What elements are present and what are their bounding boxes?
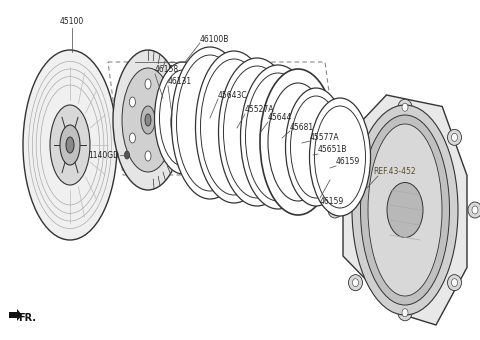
Ellipse shape (368, 124, 442, 296)
Ellipse shape (352, 279, 359, 287)
Text: 1140GD: 1140GD (88, 151, 119, 159)
Ellipse shape (398, 99, 412, 115)
Ellipse shape (145, 114, 151, 126)
Polygon shape (343, 95, 467, 325)
Ellipse shape (452, 133, 457, 141)
Text: 45644: 45644 (268, 114, 292, 122)
Text: 45651B: 45651B (318, 146, 348, 154)
Ellipse shape (452, 279, 457, 287)
Ellipse shape (314, 106, 365, 208)
Text: 45100: 45100 (60, 17, 84, 27)
Ellipse shape (310, 98, 371, 216)
Ellipse shape (124, 151, 130, 159)
Ellipse shape (145, 79, 151, 89)
Text: 45577A: 45577A (310, 133, 340, 141)
Ellipse shape (402, 309, 408, 317)
Ellipse shape (113, 50, 183, 190)
Ellipse shape (161, 97, 167, 107)
Ellipse shape (268, 83, 328, 201)
Ellipse shape (171, 89, 205, 155)
Ellipse shape (195, 51, 273, 203)
Ellipse shape (341, 155, 348, 163)
Ellipse shape (263, 74, 333, 210)
Ellipse shape (130, 133, 135, 143)
Ellipse shape (352, 105, 458, 315)
Text: 46158: 46158 (155, 66, 179, 74)
Text: 45681: 45681 (290, 122, 314, 132)
Ellipse shape (360, 115, 449, 305)
Ellipse shape (337, 151, 351, 167)
Ellipse shape (447, 129, 461, 145)
Ellipse shape (50, 105, 90, 185)
Ellipse shape (318, 127, 342, 175)
Ellipse shape (171, 47, 249, 199)
Ellipse shape (402, 103, 408, 111)
Ellipse shape (332, 206, 338, 214)
Ellipse shape (159, 70, 206, 166)
Ellipse shape (23, 50, 117, 240)
Ellipse shape (161, 133, 167, 143)
Ellipse shape (122, 68, 174, 172)
Ellipse shape (201, 59, 267, 195)
Text: 46131: 46131 (168, 78, 192, 86)
Polygon shape (9, 309, 22, 321)
Ellipse shape (60, 125, 80, 165)
Ellipse shape (398, 305, 412, 321)
Ellipse shape (177, 55, 243, 191)
Ellipse shape (468, 202, 480, 218)
Ellipse shape (141, 106, 155, 134)
Ellipse shape (224, 66, 290, 198)
Ellipse shape (472, 206, 478, 214)
Ellipse shape (286, 88, 347, 206)
Ellipse shape (66, 137, 74, 153)
Ellipse shape (245, 73, 311, 201)
Ellipse shape (218, 58, 296, 206)
Text: 46100B: 46100B (200, 35, 229, 45)
Ellipse shape (130, 97, 135, 107)
Ellipse shape (447, 275, 461, 291)
Ellipse shape (260, 69, 336, 215)
Ellipse shape (348, 275, 362, 291)
Text: 45527A: 45527A (245, 105, 275, 115)
Text: FR.: FR. (18, 313, 36, 323)
Text: 46159: 46159 (336, 157, 360, 167)
Text: 45643C: 45643C (218, 90, 248, 100)
Ellipse shape (313, 118, 347, 184)
Text: 46159: 46159 (320, 198, 344, 206)
Ellipse shape (328, 202, 342, 218)
Ellipse shape (387, 183, 423, 238)
Ellipse shape (145, 151, 151, 161)
Text: REF.43-452: REF.43-452 (373, 168, 416, 176)
Ellipse shape (155, 62, 212, 174)
Ellipse shape (240, 65, 315, 209)
Ellipse shape (176, 98, 200, 146)
Ellipse shape (290, 96, 341, 198)
